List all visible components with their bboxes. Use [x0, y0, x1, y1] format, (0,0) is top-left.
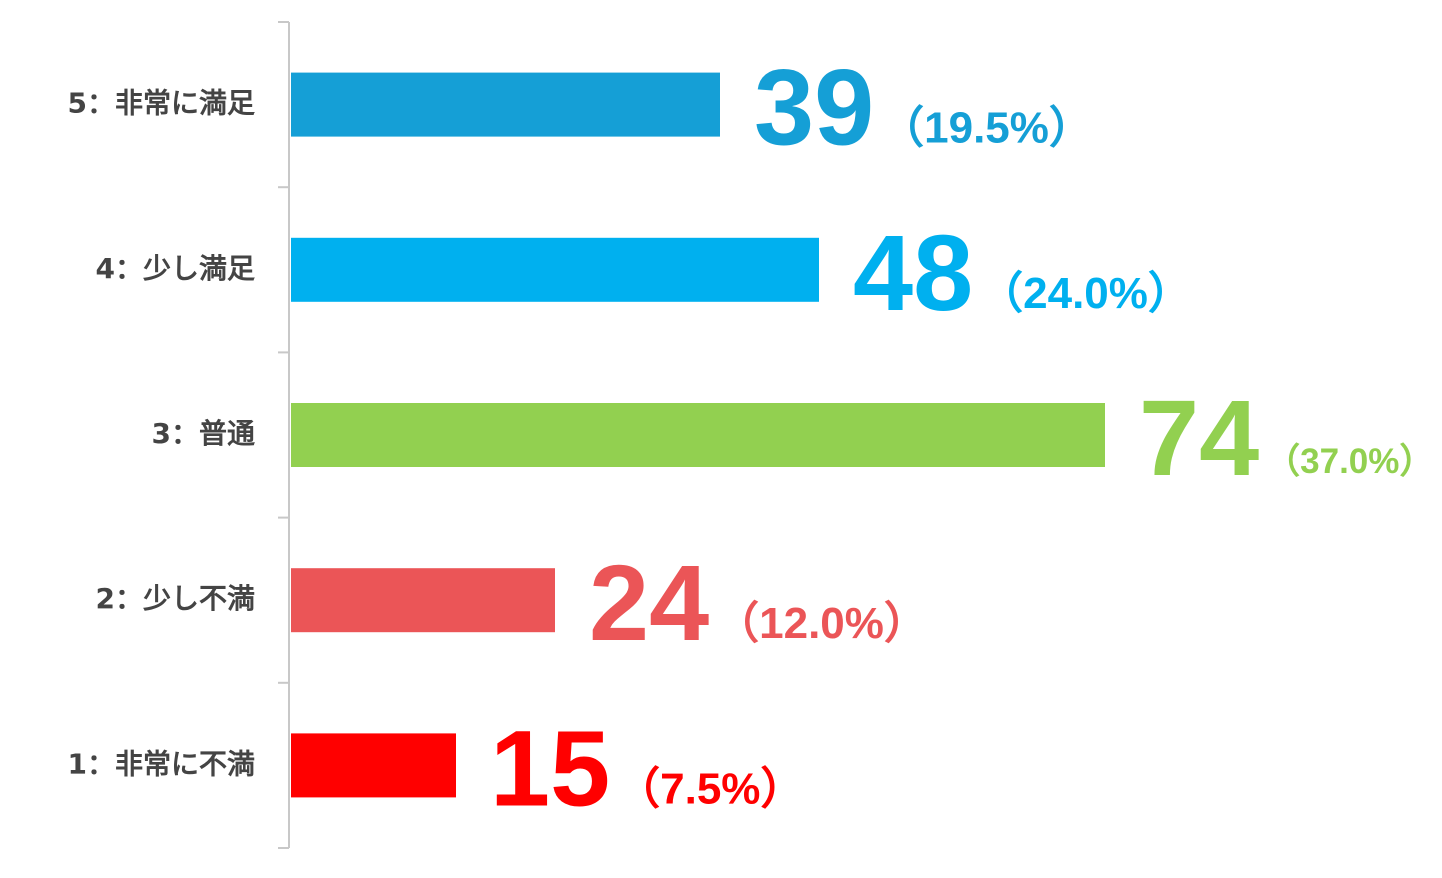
bar	[291, 733, 456, 798]
category-label: 5：非常に満足	[68, 87, 255, 120]
category-label: 2：少し不満	[96, 582, 255, 615]
value-label: 39	[754, 47, 874, 168]
share-label: （19.5%）	[880, 104, 1093, 153]
category-label: 4：少し満足	[96, 252, 255, 285]
value-label: 15	[490, 707, 610, 828]
value-label: 48	[853, 212, 973, 333]
share-label: （7.5%）	[616, 764, 804, 813]
bar	[291, 72, 720, 137]
bar	[291, 568, 555, 633]
category-label: 3：普通	[152, 417, 255, 450]
value-label: 24	[589, 542, 709, 663]
share-label: （12.0%）	[715, 599, 928, 648]
share-label: （24.0%）	[979, 269, 1192, 318]
value-label: 74	[1139, 377, 1259, 498]
share-label: （37.0%）	[1265, 442, 1434, 481]
category-label: 1：非常に不満	[68, 747, 255, 780]
bar	[291, 237, 819, 302]
bar	[291, 403, 1105, 467]
